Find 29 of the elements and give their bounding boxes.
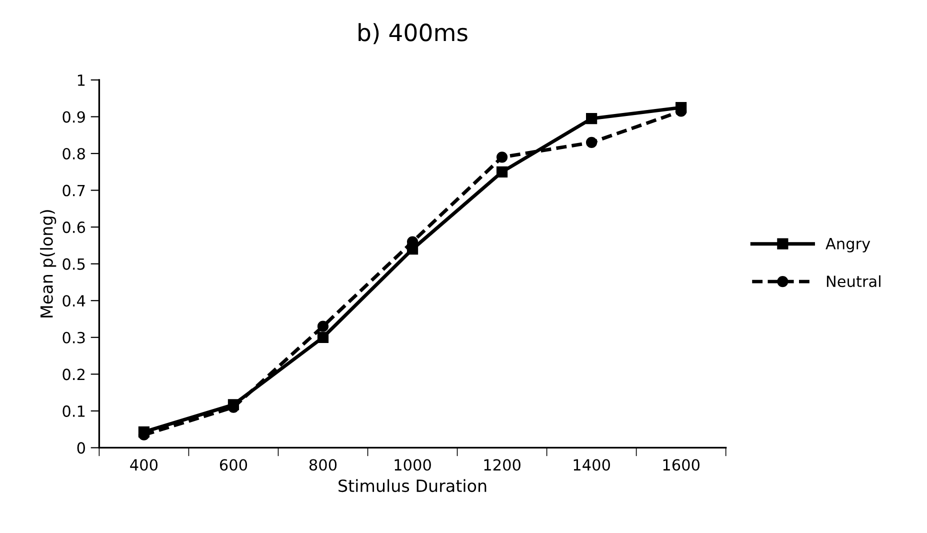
y-tick-label: 0.8	[62, 148, 85, 160]
x-tick-label: 800	[309, 459, 337, 471]
y-tick-label: 0.2	[62, 368, 84, 380]
point	[317, 332, 329, 343]
x-axis-title: Stimulus Duration	[338, 479, 486, 492]
y-tick-label: 0	[77, 442, 85, 454]
x-tick-label: 600	[220, 459, 248, 471]
point	[586, 136, 598, 148]
y-tick-label: 0.4	[62, 295, 86, 307]
point	[496, 166, 508, 178]
y-tick-label: 0.3	[62, 332, 85, 344]
point	[586, 113, 598, 124]
y-tick-label: 0.1	[62, 405, 85, 417]
x-tick-label: 1200	[484, 459, 520, 471]
x-tick-label: 1000	[394, 459, 431, 471]
x-tick-label: 1400	[574, 459, 610, 471]
y-tick-label: 0.5	[62, 258, 85, 270]
y-tick-label: 0.7	[62, 184, 85, 196]
y-axis-title: Mean p(long)	[40, 210, 56, 318]
y-tick-label: 0.9	[62, 111, 85, 123]
y-tick-label: 0.6	[62, 222, 86, 234]
chart-title: b) 400ms	[358, 23, 468, 44]
x-tick-label: 400	[130, 459, 158, 471]
point	[317, 320, 329, 332]
legend-label: Neutral	[826, 275, 880, 288]
y-tick-label: 1	[78, 74, 85, 86]
point	[496, 152, 508, 163]
x-tick-label: 1600	[663, 459, 700, 471]
legend-label: Angry	[826, 238, 870, 252]
